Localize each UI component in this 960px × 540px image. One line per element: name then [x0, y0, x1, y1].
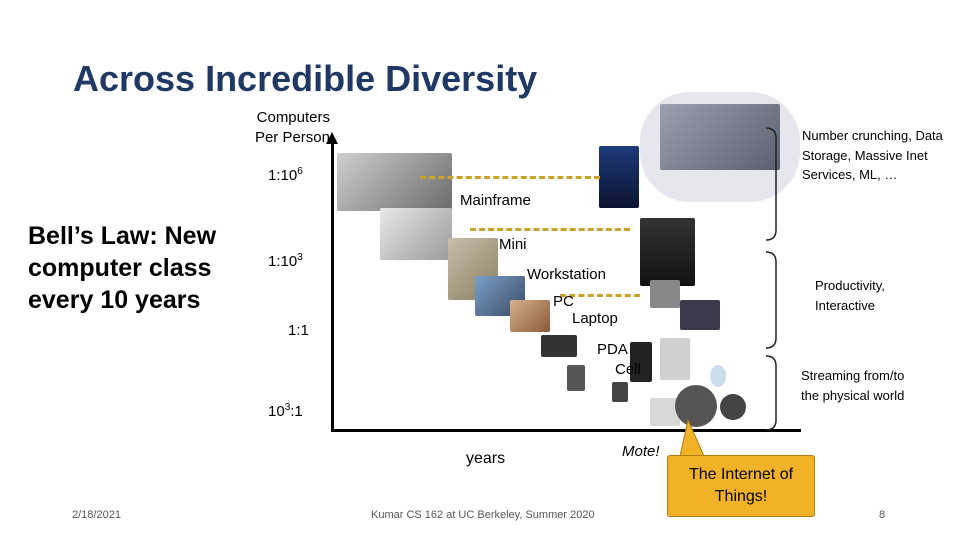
tick-exp: 6: [297, 166, 303, 177]
phone2-photo: [660, 338, 690, 380]
dash-mini: [470, 228, 630, 231]
bells-law-text: Bell’s Law: New computer class every 10 …: [28, 222, 217, 314]
label-workstation: Workstation: [527, 266, 606, 283]
label-mainframe: Mainframe: [460, 192, 531, 209]
mini-photo: [380, 208, 452, 260]
phone-photo: [630, 342, 652, 382]
tick-base: 1:1: [288, 322, 309, 339]
footer-page: 8: [879, 509, 886, 521]
bulb-photo: [710, 365, 726, 387]
servers-photo: [640, 218, 695, 286]
note-productivity: Productivity, Interactive: [815, 278, 885, 313]
watch-photo: [675, 385, 717, 427]
tick-1-1e6: 1:106: [268, 166, 303, 184]
label-pda: PDA: [597, 341, 628, 358]
x-axis-label: years: [466, 450, 506, 467]
dash-pc: [560, 294, 640, 297]
tick-exp: 3: [297, 252, 303, 263]
tick-exp: 3: [284, 402, 291, 413]
tick-1-1: 1:1: [288, 322, 309, 339]
label-cell: Cell: [615, 361, 641, 378]
thermostat-photo: [720, 394, 746, 420]
tick-suffix: :1: [290, 403, 303, 420]
y-axis-label-line1: Computers: [256, 109, 330, 126]
tick-base: 10: [268, 403, 285, 420]
label-pc: PC: [553, 293, 574, 310]
slide-title: Across Incredible Diversity: [73, 58, 538, 99]
tick-base: 1:10: [268, 167, 298, 184]
cell-photo: [612, 382, 628, 402]
right-brackets: [765, 127, 777, 431]
datacenter-photo: [660, 104, 780, 170]
x-axis: [331, 429, 801, 432]
note-number-crunching: Number crunching, Data Storage, Massive …: [802, 128, 943, 182]
server-rack-photo: [599, 146, 639, 208]
label-mini: Mini: [499, 236, 527, 253]
footer-course: Kumar CS 162 at UC Berkeley, Summer 2020: [371, 509, 595, 521]
dash-mainframe: [420, 176, 600, 179]
label-laptop: Laptop: [572, 310, 618, 327]
pc-photo: [510, 300, 550, 332]
laptop2-photo: [680, 300, 720, 330]
iot-callout: The Internet of Things!: [667, 455, 815, 517]
tick-1e3-1: 103:1: [268, 402, 303, 420]
y-axis-label-line2: Per Person: [254, 129, 330, 146]
note-streaming: Streaming from/to the physical world: [801, 368, 905, 403]
footer-date: 2/18/2021: [72, 509, 121, 521]
label-mote: Mote!: [622, 443, 660, 460]
laptop-photo: [541, 335, 577, 357]
y-axis: [331, 140, 334, 432]
pda-photo: [567, 365, 585, 391]
y-axis-label: Computers Per Person: [238, 108, 330, 148]
y-axis-arrow: [326, 132, 338, 144]
desktop-photo: [650, 280, 680, 308]
tick-1-1e3: 1:103: [268, 252, 303, 270]
tick-base: 1:10: [268, 253, 298, 270]
mainframe-photo: [337, 153, 452, 211]
